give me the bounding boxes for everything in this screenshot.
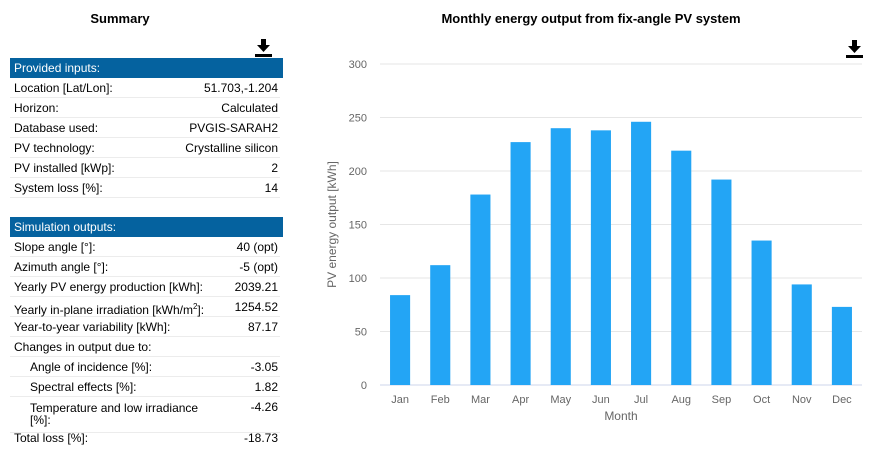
row-value: 40 (opt) xyxy=(236,240,278,254)
y-axis-label: PV energy output [kWh] xyxy=(325,161,339,288)
y-tick-label: 0 xyxy=(361,380,367,392)
bar-mar xyxy=(470,194,491,385)
provided-inputs-header: Provided inputs: xyxy=(10,58,283,78)
input-row-location: Location [Lat/Lon]: 51.703,-1.204 xyxy=(10,78,280,98)
output-row-changes-heading: Changes in output due to: xyxy=(10,337,280,357)
bar-may xyxy=(550,128,571,385)
bar-aug xyxy=(671,150,692,385)
row-value: 1.82 xyxy=(254,380,278,394)
y-tick-label: 200 xyxy=(349,166,367,178)
row-value: -3.05 xyxy=(250,360,278,374)
x-axis-label: Month xyxy=(604,409,637,423)
bar-feb xyxy=(430,265,451,385)
output-row-yearly-production: Yearly PV energy production [kWh]: 2039.2… xyxy=(10,277,280,297)
row-label: Slope angle [°]: xyxy=(14,240,96,254)
bar-dec xyxy=(831,306,852,385)
row-value: 2 xyxy=(271,161,278,175)
row-value: 51.703,-1.204 xyxy=(203,81,278,95)
row-label: Temperature and low irradiance [%]: xyxy=(30,401,199,427)
row-label: Location [Lat/Lon]: xyxy=(14,81,113,95)
chart-download-button[interactable] xyxy=(845,39,864,58)
row-label: Azimuth angle [°]: xyxy=(14,260,109,274)
x-tick-label: May xyxy=(550,394,571,406)
x-tick-label: Dec xyxy=(832,394,852,406)
input-row-pv-technology: PV technology: Crystalline silicon xyxy=(10,138,280,158)
row-value: 87.17 xyxy=(247,320,278,334)
row-value: 2039.21 xyxy=(234,280,278,294)
row-value: -18.73 xyxy=(243,431,278,445)
x-tick-label: Feb xyxy=(431,394,450,406)
row-label: Changes in output due to: xyxy=(14,340,152,354)
row-value: Calculated xyxy=(221,101,278,115)
row-value: 14 xyxy=(264,181,278,195)
row-label: Yearly in-plane irradiation [kWh/m2]: xyxy=(14,297,204,320)
row-label: PV installed [kWp]: xyxy=(14,161,115,175)
y-tick-label: 150 xyxy=(349,220,367,232)
x-tick-label: Jul xyxy=(634,394,648,406)
output-row-irradiation: Yearly in-plane irradiation [kWh/m2]: 125… xyxy=(10,297,280,317)
y-tick-label: 300 xyxy=(349,59,367,71)
row-value: -5 (opt) xyxy=(239,260,278,274)
row-label: PV technology: xyxy=(14,141,95,155)
row-label: Spectral effects [%]: xyxy=(30,380,137,394)
y-tick-label: 250 xyxy=(349,113,367,125)
output-row-azimuth: Azimuth angle [°]: -5 (opt) xyxy=(10,257,280,277)
row-label: Database used: xyxy=(14,121,99,135)
row-label: Year-to-year variability [kWh]: xyxy=(14,320,171,334)
bar-jun xyxy=(590,130,611,385)
x-tick-label: Mar xyxy=(471,394,490,406)
row-label: Total loss [%]: xyxy=(14,431,89,445)
row-label: Angle of incidence [%]: xyxy=(30,360,153,374)
input-row-database: Database used: PVGIS-SARAH2 xyxy=(10,118,280,138)
y-tick-label: 50 xyxy=(355,327,367,339)
input-row-system-loss: System loss [%]: 14 xyxy=(10,178,280,198)
bar-sep xyxy=(711,179,732,385)
row-value: -4.26 xyxy=(250,400,278,414)
download-icon[interactable] xyxy=(845,39,864,58)
row-label: Horizon: xyxy=(14,101,59,115)
x-tick-label: Nov xyxy=(792,394,812,406)
simulation-outputs-header: Simulation outputs: xyxy=(10,217,283,237)
x-tick-label: Jun xyxy=(592,394,610,406)
bar-apr xyxy=(510,142,531,385)
x-tick-label: Aug xyxy=(671,394,691,406)
input-row-pv-installed: PV installed [kWp]: 2 xyxy=(10,158,280,178)
row-value: 1254.52 xyxy=(234,300,278,314)
row-label: System loss [%]: xyxy=(14,181,103,195)
output-row-temperature: Temperature and low irradiance [%]: -4.26 xyxy=(10,397,280,433)
chart-title: Monthly energy output from fix-angle PV … xyxy=(441,11,741,26)
bar-nov xyxy=(791,284,812,385)
download-icon[interactable] xyxy=(254,38,273,57)
row-value: PVGIS-SARAH2 xyxy=(189,121,278,135)
label-superscript: 2 xyxy=(192,302,198,311)
x-tick-label: Oct xyxy=(753,394,770,406)
row-label: Yearly PV energy production [kWh]: xyxy=(14,280,203,294)
output-row-angle-of-incidence: Angle of incidence [%]: -3.05 xyxy=(10,357,280,377)
y-tick-label: 100 xyxy=(349,273,367,285)
label-text: Yearly in-plane irradiation [kWh/m xyxy=(14,303,193,317)
label-text: ]: xyxy=(197,303,205,317)
summary-title: Summary xyxy=(90,11,150,26)
x-tick-label: Jan xyxy=(391,394,409,406)
monthly-energy-chart: 0 50 100 150 200 250 300 Jan Feb Mar Apr May Jun Jul A… xyxy=(325,59,862,423)
bar-jan xyxy=(390,295,411,385)
output-row-slope: Slope angle [°]: 40 (opt) xyxy=(10,237,280,257)
x-tick-label: Apr xyxy=(512,394,529,406)
output-row-total-loss: Total loss [%]: -18.73 xyxy=(10,428,280,448)
bar-oct xyxy=(751,240,772,385)
output-row-spectral-effects: Spectral effects [%]: 1.82 xyxy=(10,377,280,397)
output-row-variability: Year-to-year variability [kWh]: 87.17 xyxy=(10,317,280,337)
summary-download-button[interactable] xyxy=(254,38,273,57)
input-row-horizon: Horizon: Calculated xyxy=(10,98,280,118)
row-value: Crystalline silicon xyxy=(185,141,278,155)
bar-jul xyxy=(631,121,652,385)
x-tick-label: Sep xyxy=(712,394,732,406)
